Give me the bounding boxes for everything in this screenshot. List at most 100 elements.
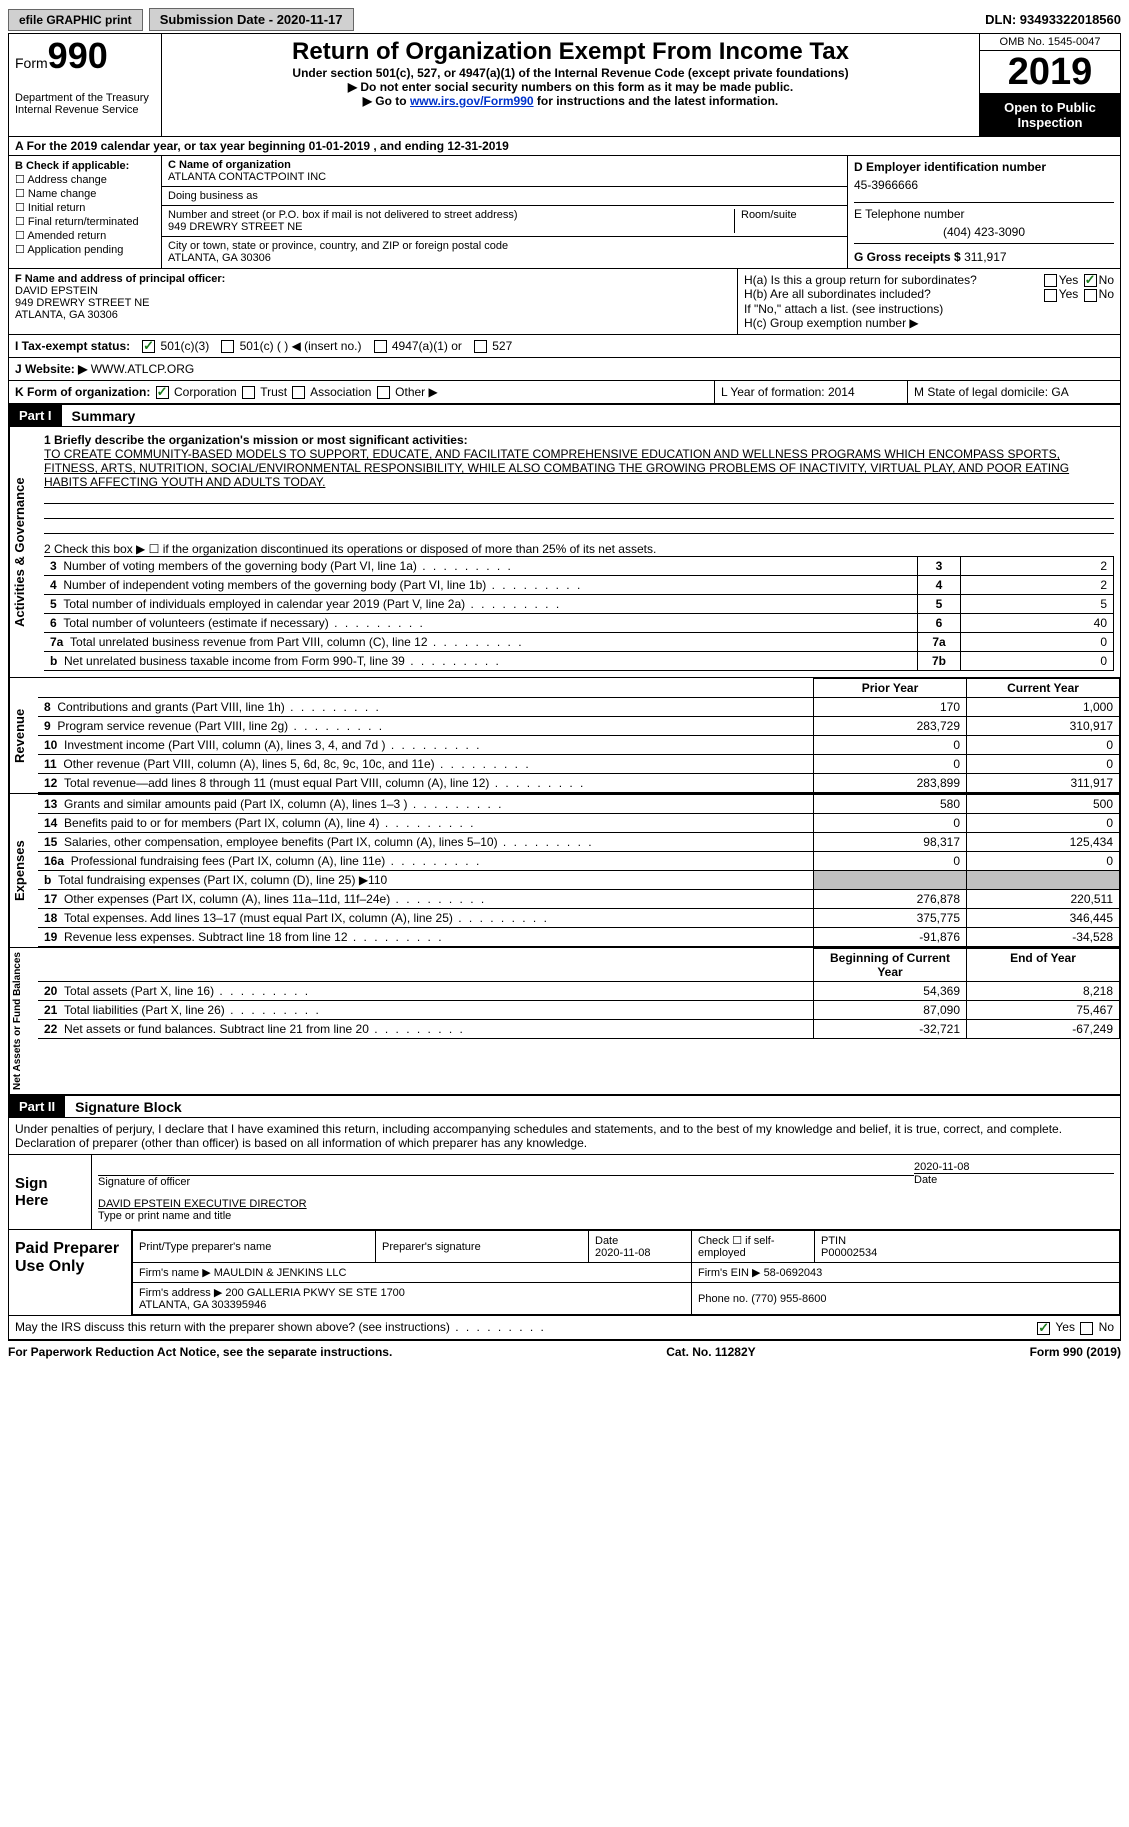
vert-revenue: Revenue [9, 678, 38, 793]
dln: DLN: 93493322018560 [985, 12, 1121, 27]
discuss-yes[interactable] [1037, 1322, 1050, 1335]
submission-date: Submission Date - 2020-11-17 [149, 8, 354, 31]
chk-name[interactable]: ☐ Name change [15, 187, 155, 200]
chk-trust[interactable] [242, 386, 255, 399]
website-label: J Website: ▶ [15, 362, 87, 376]
city: ATLANTA, GA 30306 [168, 252, 841, 264]
ptin-label: PTIN [821, 1235, 846, 1247]
website-val: WWW.ATLCP.ORG [91, 362, 195, 376]
header-left: Form990 Department of the Treasury Inter… [9, 34, 162, 136]
box-b-label: B Check if applicable: [15, 160, 155, 172]
ha-no[interactable] [1084, 274, 1097, 287]
efile-button[interactable]: efile GRAPHIC print [8, 9, 143, 31]
officer-addr2: ATLANTA, GA 30306 [15, 309, 731, 321]
period-text: For the 2019 calendar year, or tax year … [27, 139, 509, 153]
inst2-post: for instructions and the latest informat… [534, 94, 779, 108]
prep-date-label: Date [595, 1235, 618, 1247]
gross-label: G Gross receipts $ [854, 250, 961, 264]
chk-assoc[interactable] [292, 386, 305, 399]
city-label: City or town, state or province, country… [168, 240, 841, 252]
chk-other[interactable] [377, 386, 390, 399]
box-c: C Name of organization ATLANTA CONTACTPO… [162, 156, 847, 268]
firm-name-label: Firm's name ▶ [139, 1267, 211, 1279]
form-title: Return of Organization Exempt From Incom… [172, 38, 969, 66]
hb-label: H(b) Are all subordinates included? [744, 287, 1042, 301]
room-label: Room/suite [734, 209, 841, 233]
ha-label: H(a) Is this a group return for subordin… [744, 273, 1042, 287]
line2: 2 Check this box ▶ ☐ if the organization… [44, 542, 1114, 556]
ptin: P00002534 [821, 1247, 877, 1259]
chk-501c[interactable] [221, 340, 234, 353]
officer-label: F Name and address of principal officer: [15, 273, 731, 285]
tel: (404) 423-3090 [854, 221, 1114, 243]
sig-date-label: Date [914, 1174, 1114, 1186]
revenue-table: Prior YearCurrent Year 8 Contributions a… [38, 678, 1120, 793]
declaration: Under penalties of perjury, I declare th… [9, 1118, 1120, 1155]
box-k: K Form of organization: Corporation Trus… [9, 381, 715, 403]
box-l: L Year of formation: 2014 [715, 381, 908, 403]
form-subtitle: Under section 501(c), 527, or 4947(a)(1)… [172, 66, 969, 80]
hb-yes[interactable] [1044, 289, 1057, 302]
box-f: F Name and address of principal officer:… [9, 269, 738, 334]
chk-final[interactable]: ☐ Final return/terminated [15, 215, 155, 228]
chk-corp[interactable] [156, 386, 169, 399]
tax-status-row: I Tax-exempt status: 501(c)(3) 501(c) ( … [9, 335, 1120, 358]
hb-note: If "No," attach a list. (see instruction… [744, 302, 1114, 316]
header-mid: Return of Organization Exempt From Incom… [162, 34, 979, 136]
firm-addr-label: Firm's address ▶ [139, 1287, 222, 1299]
inst1: ▶ Do not enter social security numbers o… [172, 80, 969, 94]
chk-addr[interactable]: ☐ Address change [15, 173, 155, 186]
chk-4947[interactable] [374, 340, 387, 353]
paid-preparer-label: Paid Preparer Use Only [9, 1230, 132, 1315]
period-row: A For the 2019 calendar year, or tax yea… [9, 137, 1120, 156]
chk-initial[interactable]: ☐ Initial return [15, 201, 155, 214]
part1-title: Summary [62, 408, 136, 424]
self-emp: Check ☐ if self-employed [692, 1231, 815, 1263]
website-row: J Website: ▶ WWW.ATLCP.ORG [9, 358, 1120, 381]
firm-ein: 58-0692043 [764, 1267, 823, 1279]
governance-table: 3 Number of voting members of the govern… [44, 556, 1114, 671]
type-name-label: Type or print name and title [98, 1210, 1114, 1222]
header-right: OMB No. 1545-0047 2019 Open to Public In… [979, 34, 1120, 136]
irs-link[interactable]: www.irs.gov/Form990 [410, 94, 534, 108]
netassets-table: Beginning of Current YearEnd of Year 20 … [38, 948, 1120, 1039]
box-h: H(a) Is this a group return for subordin… [738, 269, 1120, 334]
hb-no[interactable] [1084, 289, 1097, 302]
mission-text: TO CREATE COMMUNITY-BASED MODELS TO SUPP… [44, 447, 1114, 489]
paperwork: For Paperwork Reduction Act Notice, see … [8, 1345, 392, 1359]
org-name-label: C Name of organization [168, 159, 841, 171]
chk-pending[interactable]: ☐ Application pending [15, 243, 155, 256]
firm-phone-label: Phone no. [698, 1293, 748, 1305]
cat-no: Cat. No. 11282Y [666, 1345, 755, 1359]
tax-status-label: I Tax-exempt status: [15, 339, 130, 353]
vert-expenses: Expenses [9, 794, 38, 947]
ein-label: D Employer identification number [854, 160, 1114, 174]
sig-officer-label: Signature of officer [98, 1176, 914, 1188]
sign-here-label: Sign Here [9, 1155, 92, 1229]
firm-ein-label: Firm's EIN ▶ [698, 1267, 761, 1279]
omb: OMB No. 1545-0047 [980, 34, 1120, 51]
dba-label: Doing business as [168, 190, 841, 202]
prep-name-label: Print/Type preparer's name [133, 1231, 376, 1263]
addr: 949 DREWRY STREET NE [168, 221, 734, 233]
ha-yes[interactable] [1044, 274, 1057, 287]
ein: 45-3966666 [854, 174, 1114, 202]
chk-amended[interactable]: ☐ Amended return [15, 229, 155, 242]
officer-addr1: 949 DREWRY STREET NE [15, 297, 731, 309]
open-public: Open to Public Inspection [980, 94, 1120, 136]
box-m: M State of legal domicile: GA [908, 381, 1120, 403]
hc-label: H(c) Group exemption number ▶ [744, 316, 1114, 330]
discuss-no[interactable] [1080, 1322, 1093, 1335]
chk-527[interactable] [474, 340, 487, 353]
firm-phone: (770) 955-8600 [751, 1293, 826, 1305]
addr-label: Number and street (or P.O. box if mail i… [168, 209, 734, 221]
chk-501c3[interactable] [142, 340, 155, 353]
part2-header: Part II [9, 1096, 65, 1117]
dept: Department of the Treasury Internal Reve… [15, 92, 155, 116]
officer-name-title: DAVID EPSTEIN EXECUTIVE DIRECTOR [98, 1198, 1114, 1210]
vert-netassets: Net Assets or Fund Balances [9, 948, 38, 1094]
box-d: D Employer identification number 45-3966… [847, 156, 1120, 268]
part1-header: Part I [9, 405, 62, 426]
prep-date: 2020-11-08 [595, 1247, 650, 1259]
officer-name: DAVID EPSTEIN [15, 285, 731, 297]
